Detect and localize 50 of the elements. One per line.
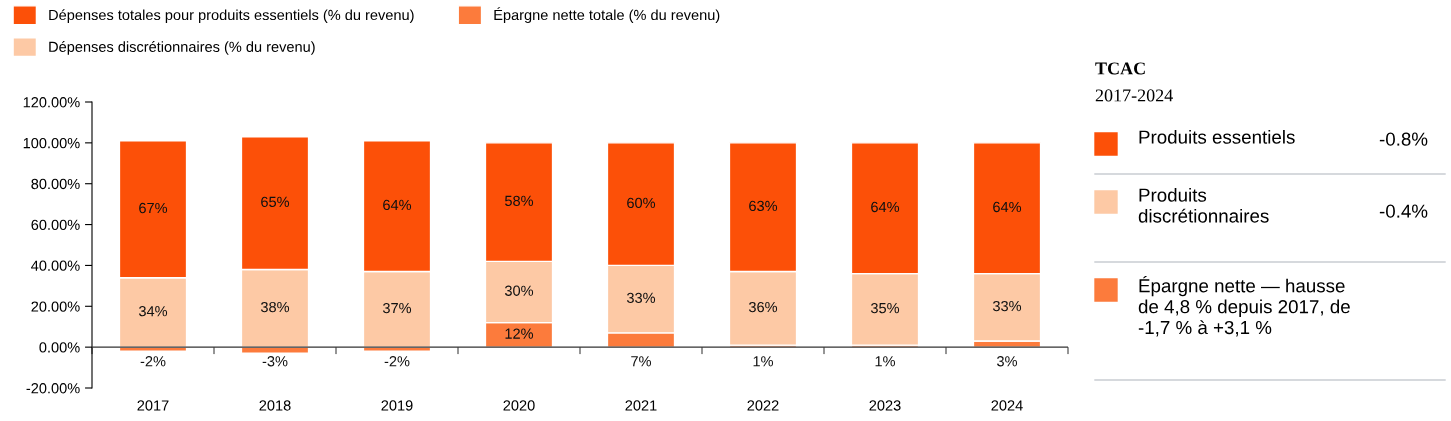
x-tick-label: 2018 (259, 400, 291, 411)
data-label: 64% (383, 199, 412, 211)
x-tick-label: 2020 (503, 400, 535, 411)
x-tick-label: 2023 (869, 400, 901, 411)
data-label: 60% (627, 197, 656, 209)
y-tick-label: 80.00% (31, 178, 80, 190)
y-tick-label: -20.00% (26, 383, 80, 394)
data-label: 64% (993, 201, 1022, 213)
data-label: 65% (261, 196, 290, 208)
data-label: 3% (997, 356, 1018, 367)
data-label: 67% (139, 202, 168, 214)
data-label: 58% (504, 195, 534, 207)
text: -0.8% (1379, 132, 1428, 146)
data-label: 33% (992, 300, 1022, 312)
data-label: 37% (382, 302, 412, 314)
y-tick-label: 60.00% (31, 219, 80, 230)
data-label: 63% (749, 200, 778, 212)
legend-label: Dépenses totales pour produits essentiels (% du revenu) (49, 9, 414, 24)
x-tick-label: 2022 (747, 400, 779, 411)
y-tick-label: 100.00% (23, 137, 80, 149)
text: TCAC (1095, 62, 1145, 75)
data-label: 7% (631, 356, 652, 367)
data-label: 1% (875, 356, 896, 367)
legend-label: Épargne nette totale (% du revenu) (494, 7, 720, 24)
data-label: 30% (504, 285, 534, 296)
y-tick-label: 0.00% (39, 342, 80, 353)
category-label: Produits essentiels (1139, 130, 1295, 144)
category-label: Épargne nette — hausse de 4,8 % depuis 2017, de -1,7 % à +3,1 % (1138, 276, 1350, 337)
x-tick-label: 2024 (991, 400, 1023, 411)
data-label: -2% (140, 356, 166, 367)
data-label: -2% (384, 356, 410, 367)
x-tick-label: 2021 (625, 400, 657, 411)
data-label: 12% (505, 328, 534, 339)
data-label: 33% (626, 292, 656, 304)
data-label: 36% (748, 301, 778, 313)
y-tick-label: 40.00% (31, 260, 80, 271)
y-tick-label: 20.00% (31, 301, 80, 312)
data-label: 1% (753, 356, 774, 367)
text: 2017-2024 (1095, 89, 1173, 102)
data-label: 64% (871, 201, 900, 213)
text: -0.4% (1379, 204, 1428, 218)
x-tick-label: 2017 (137, 400, 169, 411)
x-tick-label: 2019 (381, 400, 413, 411)
data-label: 35% (870, 302, 900, 314)
legend-label: Dépenses discrétionnaires (% du revenu) (49, 41, 315, 55)
category-label: Produits discrétionnaires (1138, 188, 1269, 223)
y-tick-label: 120.00% (23, 97, 80, 108)
data-label: 38% (260, 301, 290, 313)
data-label: -3% (262, 356, 288, 367)
data-label: 34% (138, 306, 168, 317)
